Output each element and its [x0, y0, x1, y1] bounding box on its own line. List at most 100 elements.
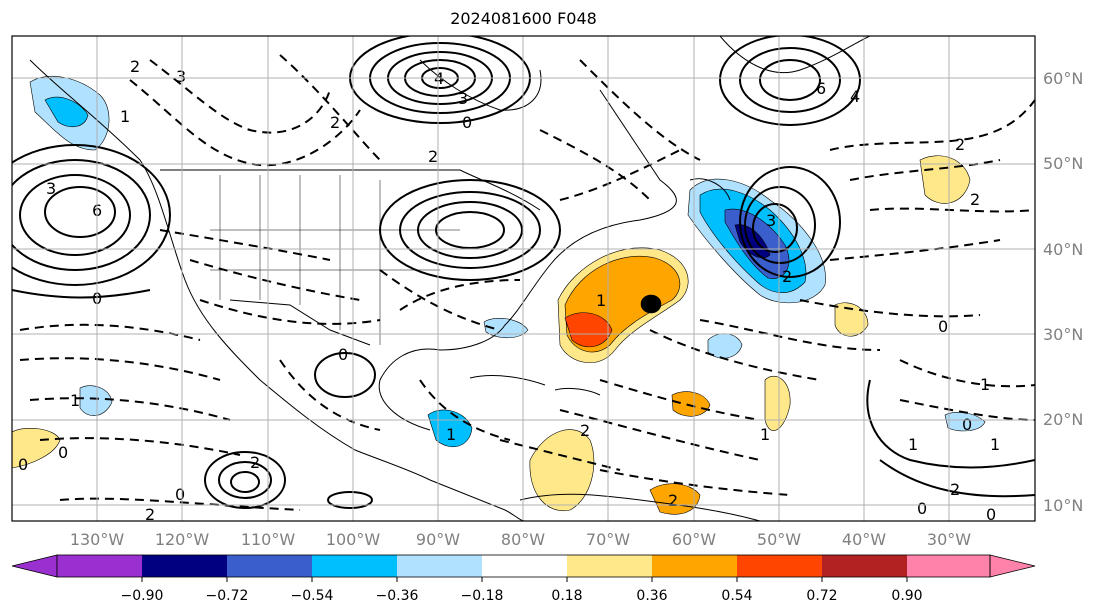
contour-label: 1 — [760, 425, 770, 444]
coastline-layer — [29, 36, 871, 521]
contour-label: 6 — [816, 79, 826, 98]
colorbar-bin — [737, 555, 822, 577]
lon-label: 130°W — [70, 530, 125, 549]
colorbar-tick: 0.90 — [891, 588, 922, 604]
border-us-canada — [160, 169, 541, 211]
shade-atlantic-red — [564, 312, 613, 348]
lat-label: 50°N — [1043, 154, 1083, 173]
lat-label: 20°N — [1043, 410, 1083, 429]
contour-label: 2 — [668, 491, 678, 510]
shade-east-atlantic-blue — [944, 412, 986, 432]
contour-label: 2 — [950, 480, 960, 499]
contour-label: 2 — [130, 57, 140, 76]
lon-label: 120°W — [155, 530, 210, 549]
contour-label: 3 — [458, 89, 468, 108]
contour-label: 1 — [990, 435, 1000, 454]
contours-positive — [12, 36, 1035, 509]
coast-greenland — [719, 36, 871, 74]
colorbar-bin — [397, 555, 482, 577]
contour-label: 1 — [980, 375, 990, 394]
lon-label: 60°W — [672, 530, 716, 549]
shade-east-pacific-yellow — [12, 427, 61, 469]
lon-label: 90°W — [416, 530, 460, 549]
coast-cuba — [469, 375, 546, 386]
colorbar-tick: 0.36 — [636, 588, 667, 604]
colorbar-bin — [652, 555, 737, 577]
colorbar-extend-high — [989, 554, 1036, 578]
colorbar-tick: −0.72 — [206, 588, 249, 604]
coast-north-america-west — [29, 59, 431, 481]
lon-label: 100°W — [326, 530, 381, 549]
map-frame — [11, 35, 1036, 522]
colorbar-bin — [567, 555, 652, 577]
contour-label: 4 — [850, 87, 860, 106]
colorbar-tick: 0.18 — [551, 588, 582, 604]
contour-label: 3 — [176, 67, 186, 86]
contour-label: 1 — [70, 391, 80, 410]
colorbar-bin — [312, 555, 397, 577]
coast-hudson-bay — [419, 59, 542, 111]
lat-label: 30°N — [1043, 325, 1083, 344]
shade-atlantic-yellow-1 — [919, 155, 971, 204]
lat-label: 60°N — [1043, 69, 1083, 88]
contour-label: 2 — [250, 453, 260, 472]
contour-layer — [12, 36, 1035, 511]
colorbar-bin — [57, 555, 142, 577]
colorbar-tick: −0.18 — [461, 588, 504, 604]
contour-label: 2 — [782, 267, 792, 286]
shade-east-pacific-blue — [79, 385, 113, 416]
lon-label: 30°W — [927, 530, 971, 549]
contour-label: 0 — [175, 485, 185, 504]
lat-label: 10°N — [1043, 496, 1083, 515]
colorbar-bin — [907, 555, 990, 577]
colorbar: −0.90 −0.72 −0.54 −0.36 −0.18 0.18 0.36 … — [11, 554, 1036, 604]
contour-label: 1 — [446, 425, 456, 444]
border-us-mexico — [229, 299, 371, 346]
contour-label: 0 — [462, 113, 472, 132]
lon-label: 70°W — [586, 530, 630, 549]
colorbar-bin — [142, 555, 227, 577]
contour-labels: 4 3 0 2 6 3 0 2 6 4 3 2 0 1 3 2 0 2 1 0 … — [18, 57, 1000, 524]
contour-label: 0 — [18, 455, 28, 474]
lon-label: 110°W — [241, 530, 296, 549]
contour-label: 3 — [46, 179, 56, 198]
shade-pacific-nw-blue-dark — [44, 96, 89, 128]
colorbar-bin — [227, 555, 312, 577]
contour-label: 0 — [338, 345, 348, 364]
contour-label: 2 — [145, 505, 155, 524]
lon-label: 80°W — [501, 530, 545, 549]
colorbar-tick: −0.90 — [121, 588, 164, 604]
colorbar-bin — [822, 555, 907, 577]
shade-atlantic-small-orange — [671, 391, 711, 417]
colorbar-tick: 0.54 — [721, 588, 752, 604]
shade-caribbean-yellow — [529, 429, 595, 512]
shade-atlantic-core — [640, 294, 662, 314]
contour-label: 1 — [908, 435, 918, 454]
shade-atlantic-yellow-2 — [764, 375, 791, 431]
contour-label: 1 — [596, 291, 606, 310]
border-us-states — [210, 175, 460, 345]
colorbar-tick: −0.36 — [376, 588, 419, 604]
contours-negative — [19, 54, 1035, 511]
lon-label: 50°W — [757, 530, 801, 549]
contour-label: 0 — [986, 505, 996, 524]
colorbar-tick: −0.54 — [291, 588, 334, 604]
longitude-axis: 130°W 120°W 110°W 100°W 90°W 80°W 70°W 6… — [70, 530, 971, 549]
colorbar-bin — [482, 555, 567, 577]
contour-label: 2 — [955, 135, 965, 154]
lon-label: 40°W — [842, 530, 886, 549]
coast-hispaniola — [554, 387, 601, 396]
shading-layer — [12, 75, 986, 515]
contour-label: 2 — [330, 113, 340, 132]
latitude-axis: 60°N 50°N 40°N 30°N 20°N 10°N — [1043, 69, 1083, 515]
gridlines — [12, 36, 1035, 521]
contour-label: 0 — [938, 317, 948, 336]
contour-label: 0 — [58, 443, 68, 462]
coast-north-america-east — [378, 89, 677, 431]
contour-label: 1 — [120, 107, 130, 126]
contour-label: 2 — [580, 421, 590, 440]
coast-central-america — [429, 479, 526, 521]
colorbar-outline — [56, 554, 991, 578]
shade-atlantic-yellow-3 — [834, 302, 869, 337]
